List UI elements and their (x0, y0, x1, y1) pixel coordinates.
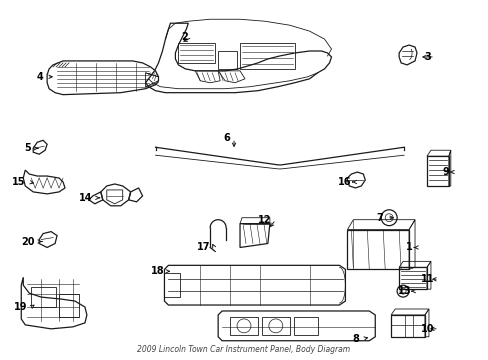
Text: 16: 16 (337, 177, 351, 187)
Text: 20: 20 (21, 237, 35, 247)
Text: 7: 7 (376, 213, 383, 223)
Text: 8: 8 (352, 334, 359, 344)
Text: 4: 4 (36, 72, 43, 82)
Text: 11: 11 (421, 274, 434, 284)
Text: 3: 3 (423, 52, 430, 62)
Text: 1: 1 (406, 243, 412, 252)
Text: 18: 18 (150, 266, 164, 276)
Text: 5: 5 (24, 143, 31, 153)
Text: 12: 12 (258, 215, 271, 225)
Text: 2009 Lincoln Town Car Instrument Panel, Body Diagram: 2009 Lincoln Town Car Instrument Panel, … (137, 345, 350, 354)
Text: 2: 2 (181, 32, 188, 42)
Text: 13: 13 (397, 286, 410, 296)
Text: 14: 14 (79, 193, 93, 203)
Text: 9: 9 (441, 167, 448, 177)
Text: 17: 17 (196, 243, 210, 252)
Text: 19: 19 (14, 302, 27, 312)
Text: 6: 6 (223, 133, 230, 143)
Text: 10: 10 (421, 324, 434, 334)
Text: 15: 15 (12, 177, 25, 187)
